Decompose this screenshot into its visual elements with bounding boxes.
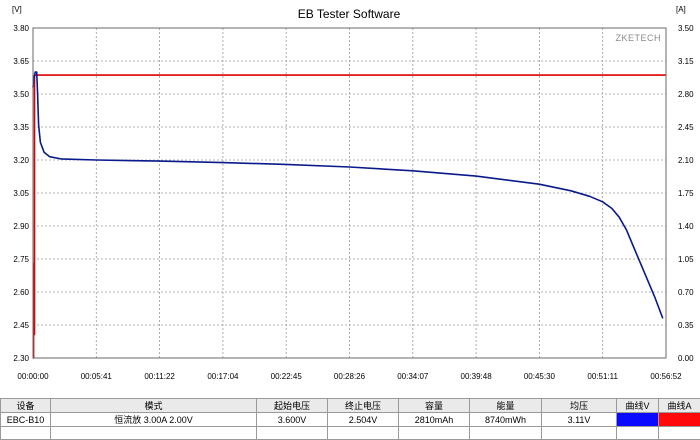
left-axis-tick-label: 3.50 <box>13 90 29 99</box>
left-axis-unit-label: [V] <box>12 5 22 14</box>
right-axis-unit-label: [A] <box>676 5 686 14</box>
left-axis-ticks: 2.30 2.45 2.60 2.75 2.90 3.05 3.20 3.35 3.50 3.65… <box>13 24 29 363</box>
x-axis-tick-label: 00:05:41 <box>81 372 113 381</box>
header-end-voltage: 终止电压 <box>328 399 399 413</box>
header-energy: 能量 <box>470 399 542 413</box>
left-axis-tick-label: 3.20 <box>13 156 29 165</box>
curve-a-color-swatch[interactable] <box>659 413 700 427</box>
header-capacity: 容量 <box>399 399 470 413</box>
right-axis-ticks: 0.00 0.35 0.70 1.05 1.40 1.75 2.10 2.45 2.80 3.15… <box>678 24 694 363</box>
x-axis-tick-label: 00:00:00 <box>17 372 49 381</box>
value-device: EBC-B10 <box>1 413 51 427</box>
right-axis-tick-label: 2.80 <box>678 90 694 99</box>
x-axis-ticks: 00:00:00 00:05:41 00:11:22 00:17:04 00:22:45… <box>17 372 682 381</box>
x-axis-tick-label: 00:51:11 <box>587 372 618 381</box>
right-axis-tick-label: 1.40 <box>678 222 694 231</box>
x-axis-tick-label: 00:56:52 <box>650 372 682 381</box>
empty-cell <box>328 427 399 440</box>
left-axis-tick-label: 2.30 <box>13 354 29 363</box>
right-axis-tick-label: 2.45 <box>678 123 694 132</box>
header-curve-a[interactable]: 曲线A <box>659 399 700 413</box>
left-axis-tick-label: 3.05 <box>13 189 29 198</box>
x-axis-tick-label: 00:45:30 <box>524 372 556 381</box>
header-start-voltage: 起始电压 <box>257 399 328 413</box>
x-axis-tick-label: 00:17:04 <box>207 372 239 381</box>
right-axis-tick-label: 0.70 <box>678 288 694 297</box>
header-device: 设备 <box>1 399 51 413</box>
zketech-watermark: ZKETECH <box>615 33 661 43</box>
right-axis-tick-label: 2.10 <box>678 156 694 165</box>
right-axis-tick-label: 3.50 <box>678 24 694 33</box>
value-mode: 恒流放 3.00A 2.00V <box>51 413 257 427</box>
left-axis-tick-label: 3.80 <box>13 24 29 33</box>
left-axis-tick-label: 2.60 <box>13 288 29 297</box>
header-mode: 模式 <box>51 399 257 413</box>
chart: EB Tester Software [V] [A] ZKETECH 2.302… <box>0 0 700 398</box>
left-axis-tick-label: 3.65 <box>13 57 29 66</box>
x-axis-tick-label: 00:39:48 <box>461 372 493 381</box>
empty-cell <box>542 427 617 440</box>
left-axis-tick-label: 3.35 <box>13 123 29 132</box>
x-axis-tick-label: 00:11:22 <box>144 372 175 381</box>
curve-v-color-swatch[interactable] <box>617 413 659 427</box>
empty-cell <box>399 427 470 440</box>
value-energy: 8740mWh <box>470 413 542 427</box>
left-axis-tick-label: 2.75 <box>13 255 29 264</box>
right-axis-tick-label: 3.15 <box>678 57 694 66</box>
right-axis-tick-label: 0.35 <box>678 321 694 330</box>
empty-cell <box>51 427 257 440</box>
x-axis-tick-label: 00:34:07 <box>397 372 429 381</box>
info-table: 设备 模式 起始电压 终止电压 容量 能量 均压 曲线V 曲线A EBC-B10… <box>0 398 700 440</box>
x-axis-tick-label: 00:28:26 <box>334 372 366 381</box>
value-start-voltage: 3.600V <box>257 413 328 427</box>
info-table-header-row: 设备 模式 起始电压 终止电压 容量 能量 均压 曲线V 曲线A <box>1 399 700 413</box>
chart-title: EB Tester Software <box>298 7 401 21</box>
left-axis-tick-label: 2.45 <box>13 321 29 330</box>
right-axis-tick-label: 0.00 <box>678 354 694 363</box>
empty-cell <box>257 427 328 440</box>
value-avg-voltage: 3.11V <box>542 413 617 427</box>
right-axis-tick-label: 1.75 <box>678 189 694 198</box>
right-axis-tick-label: 1.05 <box>678 255 694 264</box>
empty-cell <box>659 427 700 440</box>
x-axis-tick-label: 00:22:45 <box>271 372 303 381</box>
info-table-empty-row <box>1 427 700 440</box>
header-avg-voltage: 均压 <box>542 399 617 413</box>
header-curve-v[interactable]: 曲线V <box>617 399 659 413</box>
empty-cell <box>470 427 542 440</box>
info-table-value-row: EBC-B10 恒流放 3.00A 2.00V 3.600V 2.504V 28… <box>1 413 700 427</box>
value-capacity: 2810mAh <box>399 413 470 427</box>
empty-cell <box>1 427 51 440</box>
empty-cell <box>617 427 659 440</box>
left-axis-tick-label: 2.90 <box>13 222 29 231</box>
value-end-voltage: 2.504V <box>328 413 399 427</box>
